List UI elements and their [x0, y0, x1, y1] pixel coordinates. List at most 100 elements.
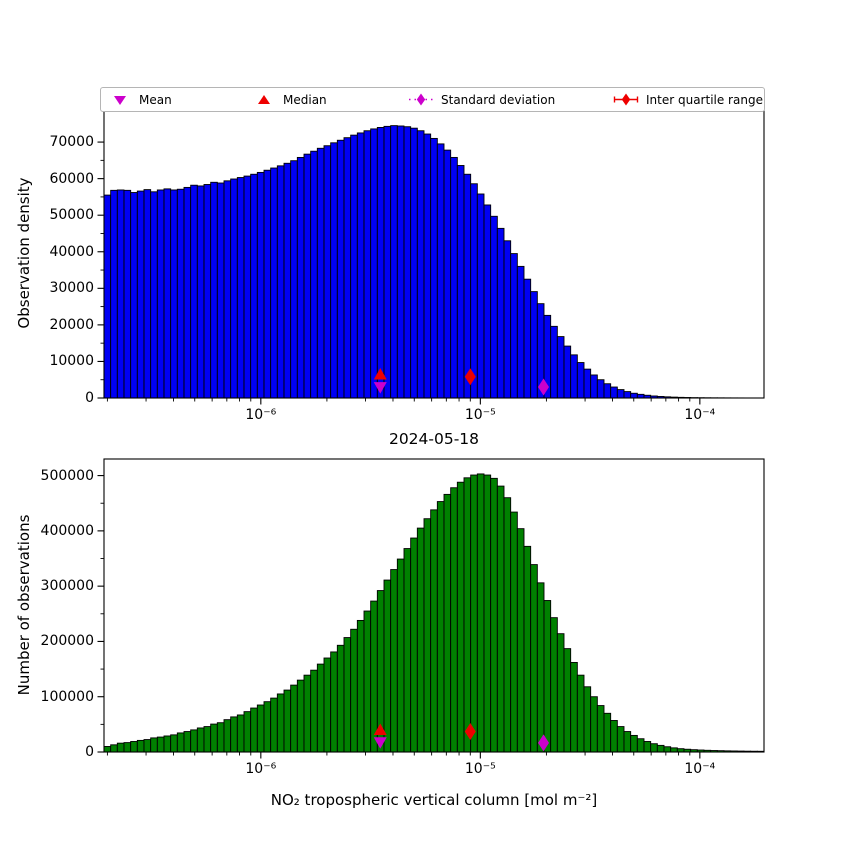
histogram-bar: [496, 485, 505, 753]
histogram-bar: [276, 165, 285, 399]
histogram-bar: [616, 726, 625, 753]
histogram-bar: [196, 185, 205, 399]
x-tick-label: 10⁻⁵: [464, 407, 496, 423]
histogram-bar: [210, 181, 218, 399]
histogram-bar: [543, 600, 552, 753]
histogram-bar: [430, 509, 438, 753]
median-triangle-up-icon: [258, 95, 270, 104]
histogram-bar: [203, 184, 212, 399]
histogram-bar: [170, 734, 178, 753]
histogram-bar: [263, 701, 272, 753]
histogram-bar: [470, 183, 478, 399]
histogram-bar: [370, 600, 378, 753]
histogram-bar: [416, 527, 425, 753]
histogram-bar: [150, 737, 158, 753]
histogram-bar: [236, 177, 245, 399]
histogram-bar: [390, 569, 398, 753]
histogram-bar: [243, 175, 252, 399]
legend-item-std: Standard deviation: [408, 88, 555, 111]
histogram-bar: [303, 674, 312, 753]
histogram-bar: [570, 354, 578, 399]
histogram-bar: [270, 167, 278, 399]
histogram-bar: [436, 143, 445, 399]
mean-triangle-down-icon: [114, 96, 126, 105]
histogram-bar: [583, 368, 592, 399]
histogram-bar: [623, 731, 632, 753]
x-tick-label: 10⁻⁶: [245, 407, 277, 423]
histogram-bar: [223, 719, 232, 753]
histogram-bar: [196, 727, 205, 753]
y-tick-label: 200000: [40, 633, 94, 650]
histogram-bar: [403, 548, 412, 753]
histogram-bar: [216, 182, 225, 399]
histogram-bar: [530, 564, 538, 753]
histogram-bar: [563, 648, 572, 753]
histogram-bar: [270, 697, 278, 753]
histogram-bar: [523, 545, 532, 753]
histogram-bar: [243, 711, 252, 753]
histogram-bar: [163, 735, 172, 753]
histogram-bar: [463, 477, 472, 753]
histogram-bar: [150, 191, 158, 399]
iqr-diamond-icon: [613, 93, 639, 106]
histogram-bar: [443, 493, 452, 753]
histogram-bar: [336, 644, 345, 753]
y-tick-label: 30000: [49, 280, 94, 297]
mean-marker: [373, 382, 387, 394]
y-tick-label: 60000: [49, 170, 94, 187]
histogram-bar: [443, 149, 452, 399]
histogram-bar: [176, 732, 185, 753]
histogram-bar: [183, 731, 192, 753]
y-tick-label: 20000: [49, 316, 94, 333]
histogram-bar: [650, 743, 658, 753]
histogram-bar: [510, 253, 518, 399]
median-marker: [373, 723, 387, 735]
histogram-bar: [670, 747, 678, 753]
y-tick-label: 500000: [40, 467, 94, 484]
histogram-bar: [463, 173, 472, 399]
histogram-bar: [110, 744, 118, 753]
y-tick-label: 400000: [40, 522, 94, 539]
histogram-bar: [283, 162, 292, 399]
legend-item-iqr: Inter quartile range: [613, 88, 763, 111]
histogram-bar: [156, 736, 165, 753]
histogram-bar: [423, 518, 432, 753]
histogram-bar: [596, 379, 605, 399]
histogram-bar: [550, 617, 558, 753]
y-tick-label: 100000: [40, 688, 94, 705]
histogram-bar: [330, 142, 338, 399]
iqr-marker: [464, 723, 476, 741]
histogram-bar: [130, 741, 138, 753]
y-tick-label: 50000: [49, 207, 94, 224]
histogram-bar: [383, 579, 392, 753]
histogram-bar: [290, 160, 298, 399]
histogram-bar: [503, 240, 512, 399]
y-tick-label: 0: [85, 744, 94, 760]
histogram-bar: [343, 637, 352, 753]
histogram-bar: [576, 362, 585, 399]
histogram-bar: [290, 684, 298, 753]
histogram-bar: [116, 742, 125, 753]
histogram-bar: [203, 726, 212, 753]
histogram-bar: [576, 674, 585, 753]
histogram-bar: [343, 137, 352, 399]
histogram-bar: [590, 696, 598, 753]
histogram-bar: [256, 704, 265, 753]
histogram-bar: [263, 169, 272, 399]
histogram-bar: [596, 705, 605, 753]
histogram-bar: [416, 130, 425, 399]
histogram-bar: [410, 127, 418, 399]
histogram-bar: [363, 610, 372, 753]
histogram-bar: [616, 389, 625, 399]
histogram-bar: [396, 125, 405, 399]
histogram-bar: [476, 473, 485, 753]
histogram-bar: [450, 487, 458, 753]
histogram-bar: [136, 190, 145, 399]
histogram-bar: [156, 189, 165, 399]
histogram-bar: [176, 188, 185, 399]
histogram-bar: [496, 227, 505, 399]
histogram-bar: [530, 291, 538, 399]
histogram-bar: [510, 511, 518, 753]
histogram-bar: [583, 686, 592, 753]
histogram-bar: [143, 189, 152, 399]
